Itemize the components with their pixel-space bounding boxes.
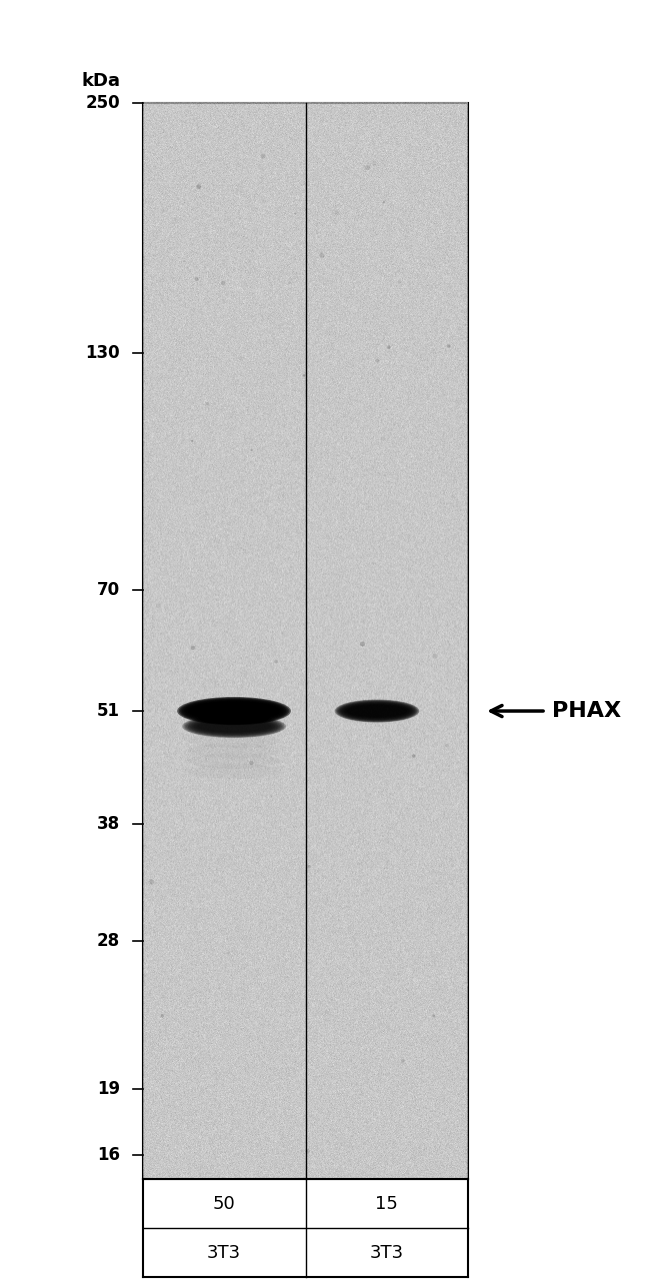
Ellipse shape	[190, 703, 278, 720]
Ellipse shape	[156, 604, 161, 608]
Ellipse shape	[274, 659, 278, 663]
Ellipse shape	[294, 213, 296, 214]
Ellipse shape	[445, 744, 448, 747]
Ellipse shape	[347, 705, 407, 717]
Ellipse shape	[401, 1059, 405, 1063]
Text: 19: 19	[97, 1079, 120, 1097]
Ellipse shape	[189, 718, 279, 736]
Ellipse shape	[190, 718, 278, 735]
Ellipse shape	[397, 279, 402, 285]
Ellipse shape	[360, 641, 365, 646]
Text: 3T3: 3T3	[370, 1244, 404, 1261]
Ellipse shape	[376, 359, 380, 363]
Ellipse shape	[191, 440, 193, 442]
Ellipse shape	[192, 704, 276, 719]
Ellipse shape	[250, 760, 254, 765]
Ellipse shape	[188, 717, 280, 736]
Ellipse shape	[412, 754, 415, 758]
Ellipse shape	[345, 704, 409, 718]
Ellipse shape	[335, 700, 419, 723]
Text: 70: 70	[97, 581, 120, 599]
Ellipse shape	[194, 704, 274, 718]
Text: 130: 130	[86, 344, 120, 362]
Ellipse shape	[195, 277, 199, 281]
Ellipse shape	[196, 720, 272, 733]
Ellipse shape	[188, 733, 280, 749]
Ellipse shape	[387, 345, 391, 349]
Ellipse shape	[342, 703, 412, 719]
Ellipse shape	[288, 281, 291, 285]
Ellipse shape	[185, 715, 283, 737]
Ellipse shape	[429, 147, 431, 149]
Ellipse shape	[339, 701, 415, 720]
Ellipse shape	[188, 723, 280, 738]
Ellipse shape	[335, 210, 339, 215]
Text: kDa: kDa	[81, 72, 120, 90]
Ellipse shape	[303, 374, 306, 377]
Text: 15: 15	[375, 1195, 398, 1213]
Ellipse shape	[188, 744, 280, 759]
Ellipse shape	[191, 646, 195, 650]
Ellipse shape	[306, 1149, 310, 1154]
Ellipse shape	[325, 1010, 328, 1014]
Ellipse shape	[183, 700, 285, 723]
Text: 51: 51	[98, 703, 120, 720]
Ellipse shape	[341, 703, 413, 720]
Ellipse shape	[307, 865, 311, 868]
Ellipse shape	[447, 345, 450, 347]
Ellipse shape	[187, 717, 281, 736]
Ellipse shape	[195, 719, 273, 733]
Ellipse shape	[183, 260, 185, 263]
Ellipse shape	[188, 701, 280, 720]
Ellipse shape	[192, 718, 276, 735]
Ellipse shape	[149, 879, 154, 885]
Text: PHAX: PHAX	[552, 701, 621, 720]
Ellipse shape	[180, 699, 288, 724]
Ellipse shape	[221, 281, 226, 286]
Ellipse shape	[393, 423, 395, 426]
Ellipse shape	[196, 185, 201, 190]
Ellipse shape	[185, 700, 283, 722]
Ellipse shape	[432, 1014, 435, 1017]
Ellipse shape	[250, 449, 253, 451]
Ellipse shape	[261, 154, 266, 159]
Ellipse shape	[198, 720, 270, 732]
Text: 28: 28	[97, 932, 120, 950]
Text: 50: 50	[213, 1195, 235, 1213]
Ellipse shape	[320, 253, 324, 258]
Ellipse shape	[336, 700, 418, 722]
Text: 3T3: 3T3	[207, 1244, 241, 1261]
Ellipse shape	[346, 705, 408, 718]
Ellipse shape	[193, 719, 275, 733]
Ellipse shape	[177, 697, 291, 726]
Ellipse shape	[206, 403, 209, 405]
Ellipse shape	[338, 701, 416, 720]
Ellipse shape	[372, 162, 376, 165]
Text: 16: 16	[98, 1146, 120, 1164]
Ellipse shape	[188, 754, 280, 769]
Ellipse shape	[187, 701, 281, 722]
Ellipse shape	[344, 704, 410, 718]
Ellipse shape	[191, 703, 277, 719]
Ellipse shape	[179, 697, 289, 724]
FancyBboxPatch shape	[143, 103, 468, 1179]
Ellipse shape	[343, 703, 411, 719]
Ellipse shape	[182, 699, 286, 723]
Ellipse shape	[239, 356, 243, 360]
Ellipse shape	[365, 165, 370, 171]
Ellipse shape	[182, 715, 286, 738]
Text: 250: 250	[86, 94, 120, 112]
Ellipse shape	[381, 436, 385, 441]
Ellipse shape	[382, 201, 385, 204]
Ellipse shape	[432, 654, 437, 659]
Text: 38: 38	[97, 814, 120, 832]
Ellipse shape	[161, 1014, 164, 1018]
Ellipse shape	[188, 764, 280, 779]
Ellipse shape	[337, 700, 417, 722]
Ellipse shape	[228, 951, 230, 954]
Ellipse shape	[183, 715, 285, 737]
